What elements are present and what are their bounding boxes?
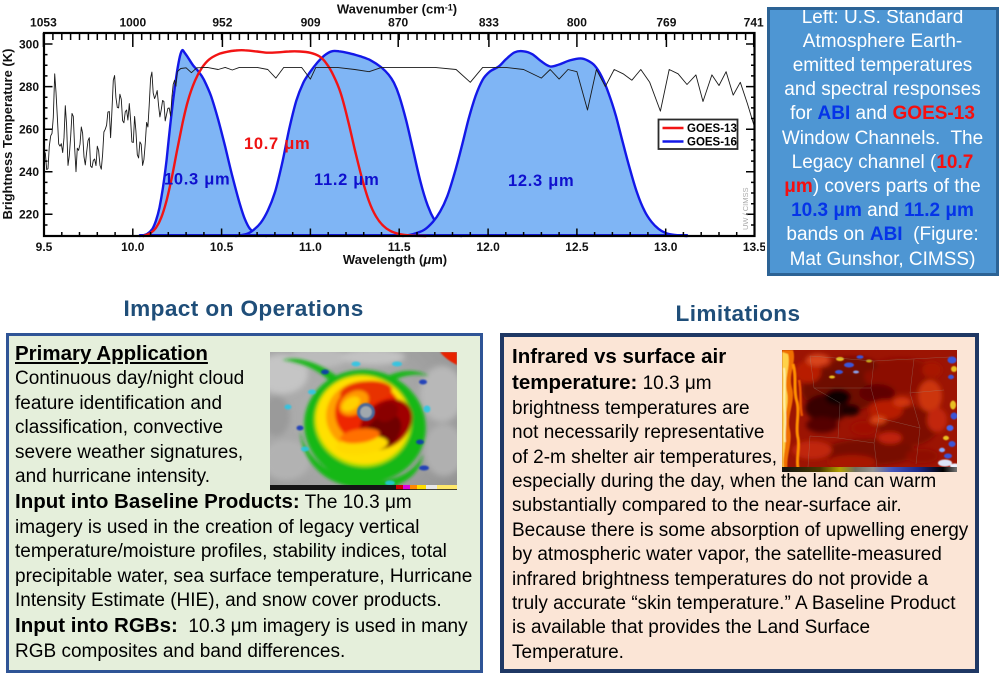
svg-text:909: 909 (301, 16, 321, 30)
svg-text:952: 952 (212, 16, 232, 30)
svg-text:GOES-13: GOES-13 (687, 123, 737, 135)
svg-text:Brightness Temperature (K): Brightness Temperature (K) (0, 49, 15, 220)
svg-text:11.0: 11.0 (299, 240, 322, 254)
svg-text:12.5: 12.5 (565, 240, 589, 254)
svg-text:12.3 μm: 12.3 μm (508, 172, 574, 190)
svg-text:833: 833 (479, 16, 499, 30)
svg-text:UW / CIMSS: UW / CIMSS (741, 188, 750, 231)
svg-text:10.0: 10.0 (121, 240, 145, 254)
svg-text:741: 741 (744, 16, 764, 30)
svg-text:11.5: 11.5 (388, 240, 411, 254)
svg-text:GOES-16: GOES-16 (687, 137, 737, 149)
svg-text:1053: 1053 (30, 16, 57, 30)
svg-text:9.5: 9.5 (36, 240, 53, 254)
svg-text:240: 240 (19, 165, 39, 179)
svg-text:12.0: 12.0 (476, 240, 500, 254)
svg-text:870: 870 (388, 16, 408, 30)
svg-text:Wavenumber (cm-1): Wavenumber (cm-1) (337, 2, 457, 17)
svg-text:Wavelength (μm): Wavelength (μm) (343, 252, 447, 267)
svg-text:10.3 μm: 10.3 μm (164, 171, 230, 189)
svg-text:280: 280 (19, 80, 39, 94)
svg-text:13.5: 13.5 (743, 240, 765, 254)
svg-text:260: 260 (19, 123, 39, 137)
svg-text:220: 220 (19, 208, 39, 222)
svg-text:11.2 μm: 11.2 μm (314, 171, 379, 189)
svg-text:1000: 1000 (119, 16, 146, 30)
svg-text:300: 300 (19, 37, 39, 51)
svg-text:800: 800 (567, 16, 587, 30)
svg-text:13.0: 13.0 (654, 240, 678, 254)
svg-text:10.5: 10.5 (210, 240, 234, 254)
svg-text:769: 769 (656, 16, 676, 30)
svg-text:10.7 μm: 10.7 μm (244, 135, 310, 153)
